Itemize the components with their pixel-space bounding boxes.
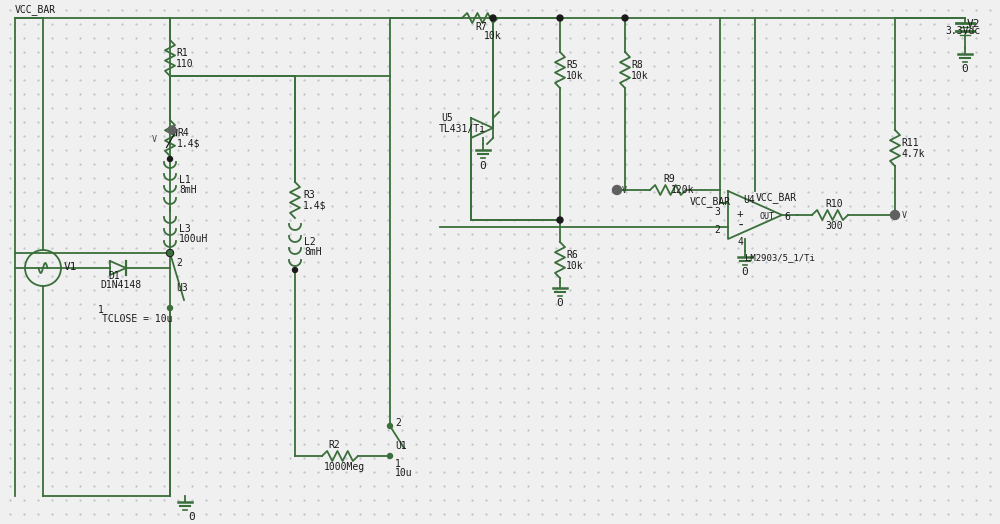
Text: V1: V1 <box>64 262 78 272</box>
Text: V2: V2 <box>967 19 980 29</box>
Text: 110: 110 <box>176 59 194 69</box>
Text: 3: 3 <box>714 207 720 217</box>
Text: +: + <box>737 209 744 219</box>
Text: 6: 6 <box>784 212 790 222</box>
Circle shape <box>557 15 563 21</box>
Text: R7: R7 <box>475 22 487 32</box>
Text: 0: 0 <box>479 161 486 171</box>
Text: VCC_BAR: VCC_BAR <box>756 192 797 203</box>
Text: 10u: 10u <box>395 468 413 478</box>
Text: R8: R8 <box>631 60 643 70</box>
Text: 0: 0 <box>556 298 563 308</box>
Text: V: V <box>902 211 907 220</box>
Circle shape <box>388 423 392 429</box>
Text: 1: 1 <box>98 305 104 315</box>
Text: 2: 2 <box>395 418 401 428</box>
Text: 100uH: 100uH <box>179 234 208 244</box>
Text: U5: U5 <box>441 113 453 123</box>
Circle shape <box>168 126 176 134</box>
Text: U4: U4 <box>743 195 755 205</box>
Text: U1: U1 <box>395 441 407 451</box>
Text: VCC_BAR: VCC_BAR <box>690 196 731 207</box>
Text: R1: R1 <box>176 48 188 58</box>
Text: 120k: 120k <box>671 185 694 195</box>
Text: 10k: 10k <box>566 261 584 271</box>
Text: R10: R10 <box>825 199 843 209</box>
Text: 0: 0 <box>961 64 968 74</box>
Text: U3: U3 <box>176 283 188 293</box>
Text: TCLOSE = 10u: TCLOSE = 10u <box>102 314 173 324</box>
Circle shape <box>557 217 563 223</box>
Text: 0: 0 <box>188 512 195 522</box>
Text: D1: D1 <box>108 271 120 281</box>
Text: L2: L2 <box>304 237 316 247</box>
Text: D1N4148: D1N4148 <box>100 280 141 290</box>
Text: LM2903/5_1/Ti: LM2903/5_1/Ti <box>745 253 815 262</box>
Text: 0: 0 <box>741 267 748 277</box>
Text: R6: R6 <box>566 250 578 260</box>
Text: TL431/Ti: TL431/Ti <box>439 124 486 134</box>
Text: 8mH: 8mH <box>179 185 197 195</box>
Circle shape <box>490 15 496 21</box>
Text: R9: R9 <box>663 174 675 184</box>
Text: R3: R3 <box>303 190 315 200</box>
Text: 4.7k: 4.7k <box>901 149 924 159</box>
Circle shape <box>891 211 900 220</box>
Text: V: V <box>622 186 627 195</box>
Text: 10k: 10k <box>484 31 502 41</box>
Circle shape <box>622 15 628 21</box>
Text: 300: 300 <box>825 221 843 231</box>
Text: R11: R11 <box>901 138 919 148</box>
Text: 1.4$: 1.4$ <box>177 139 200 149</box>
Text: 10k: 10k <box>631 71 649 81</box>
Circle shape <box>292 267 298 272</box>
Circle shape <box>168 250 173 256</box>
Circle shape <box>612 185 622 194</box>
Text: R4: R4 <box>177 128 189 138</box>
Text: 10k: 10k <box>566 71 584 81</box>
Text: OUT: OUT <box>760 212 775 221</box>
Text: R2: R2 <box>328 440 340 450</box>
Text: 1.4$: 1.4$ <box>303 201 326 211</box>
Text: 1000Meg: 1000Meg <box>324 462 365 472</box>
Text: 4: 4 <box>737 237 743 247</box>
Text: 3.3Vdc: 3.3Vdc <box>945 26 980 36</box>
Circle shape <box>166 249 174 257</box>
Circle shape <box>168 157 173 161</box>
Text: 1: 1 <box>395 459 401 469</box>
Circle shape <box>388 453 392 458</box>
Circle shape <box>168 305 173 311</box>
Text: L3: L3 <box>179 224 191 234</box>
Text: 2: 2 <box>176 258 182 268</box>
Text: 8mH: 8mH <box>304 247 322 257</box>
Text: V: V <box>152 135 157 144</box>
Text: -: - <box>737 219 745 233</box>
Text: R5: R5 <box>566 60 578 70</box>
Text: L1: L1 <box>179 175 191 185</box>
Text: VCC_BAR: VCC_BAR <box>15 4 56 15</box>
Text: 2: 2 <box>714 225 720 235</box>
